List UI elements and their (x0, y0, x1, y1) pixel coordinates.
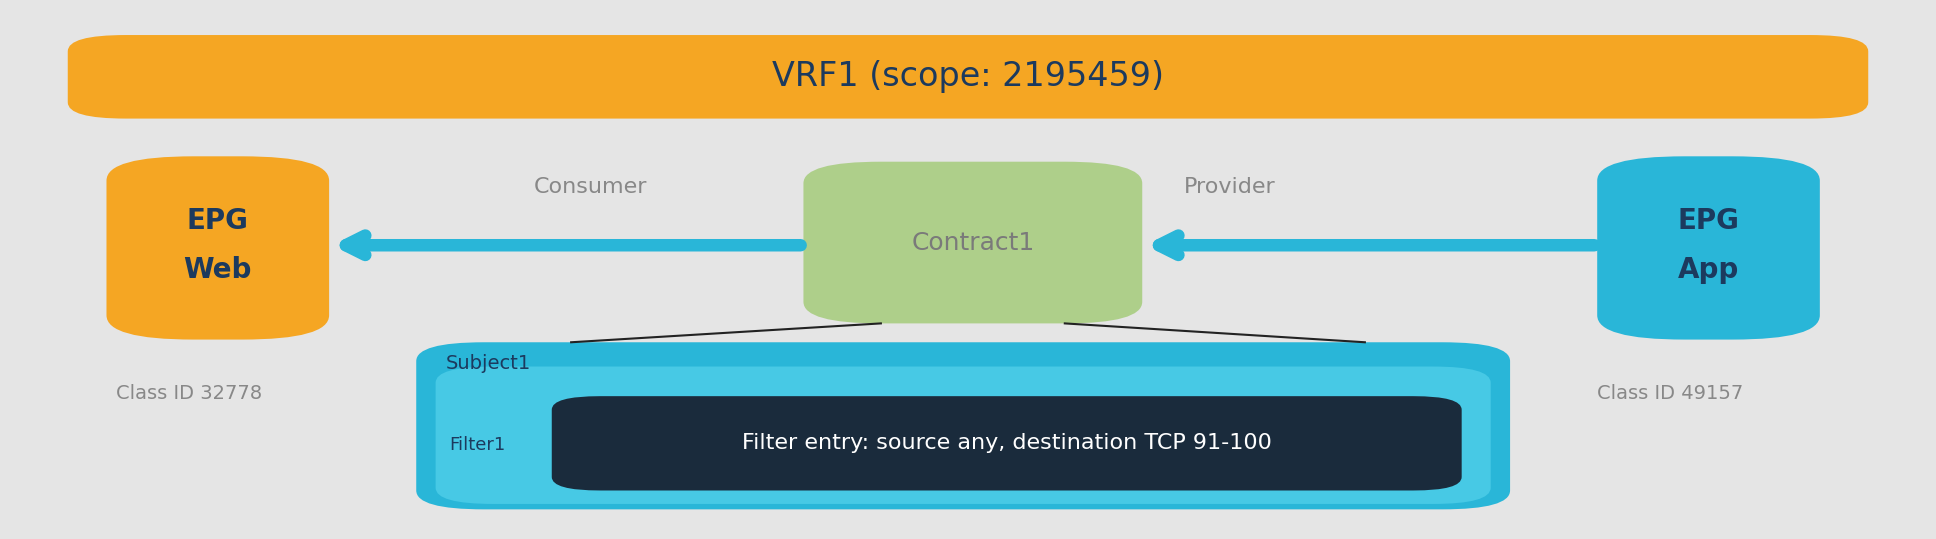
Text: VRF1 (scope: 2195459): VRF1 (scope: 2195459) (772, 60, 1164, 93)
FancyBboxPatch shape (1597, 156, 1820, 340)
Text: App: App (1679, 255, 1739, 284)
FancyBboxPatch shape (803, 162, 1142, 323)
FancyBboxPatch shape (19, 5, 1917, 534)
Text: EPG: EPG (1679, 207, 1739, 235)
FancyBboxPatch shape (436, 367, 1491, 504)
FancyBboxPatch shape (106, 156, 329, 340)
Text: Filter entry: source any, destination TCP 91-100: Filter entry: source any, destination TC… (741, 433, 1272, 453)
Text: Class ID 32778: Class ID 32778 (116, 384, 261, 403)
Text: Subject1: Subject1 (445, 354, 530, 374)
FancyBboxPatch shape (416, 342, 1510, 509)
Text: Class ID 49157: Class ID 49157 (1597, 384, 1744, 403)
Text: Provider: Provider (1183, 177, 1276, 197)
FancyBboxPatch shape (552, 396, 1462, 490)
Text: Web: Web (184, 255, 252, 284)
Text: EPG: EPG (188, 207, 248, 235)
Text: Consumer: Consumer (534, 177, 647, 197)
FancyBboxPatch shape (68, 35, 1868, 119)
Text: Contract1: Contract1 (912, 231, 1034, 254)
Text: Filter1: Filter1 (449, 436, 505, 454)
